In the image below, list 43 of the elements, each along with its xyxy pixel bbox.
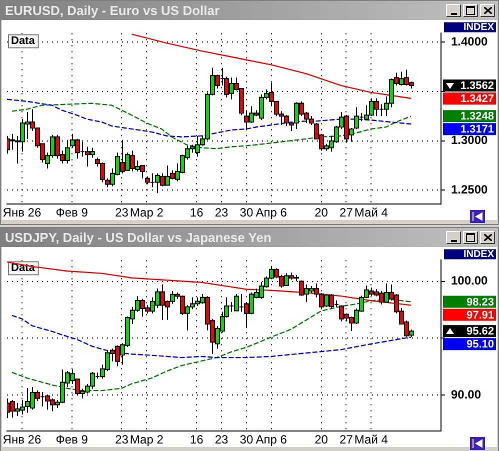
x-tick-label: Янв 26: [2, 206, 42, 220]
text: 1.3171: [460, 124, 494, 136]
text: 1.3248: [460, 110, 494, 123]
y-tick-label: 100.00: [451, 274, 488, 288]
text: 1.3427: [460, 93, 494, 106]
x-tick-label: Мар 2: [130, 206, 164, 220]
x-tick-label: 23: [214, 432, 228, 447]
x-tick-label: 16: [190, 432, 204, 447]
chart-title: USDJPY, Daily - US Dollar vs Japanese Yen: [5, 230, 272, 245]
line-series: [11, 314, 412, 358]
x-tick-label: Апр 6: [256, 206, 288, 220]
text: INDEX: [463, 22, 494, 33]
x-tick-label: Янв 26: [2, 432, 42, 447]
y-tick-label: 1.3000: [451, 133, 488, 148]
x-tick-label: Май 4: [354, 206, 388, 220]
text: 95.10: [466, 338, 494, 351]
x-tick-label: Май 4: [354, 432, 388, 447]
x-tick-label: Апр 6: [256, 432, 288, 447]
chart-title: EURUSD, Daily - Euro vs US Dollar: [5, 3, 221, 18]
x-tick-label: 23: [214, 206, 228, 220]
y-tick-label: 1.4000: [451, 34, 488, 48]
annotation: Data: [11, 35, 36, 48]
text: 98.23: [466, 296, 494, 308]
x-tick-label: Фев 9: [56, 206, 88, 220]
x-tick-label: 23: [115, 206, 129, 220]
x-tick-label: 30: [240, 206, 254, 220]
text: 97.91: [466, 309, 494, 322]
x-tick-label: 27: [340, 432, 354, 447]
line-series: [11, 102, 412, 150]
x-tick-label: 23: [115, 432, 129, 447]
text: INDEX: [463, 248, 494, 260]
text: 1.3562: [460, 80, 494, 92]
y-tick-label: 1.2500: [451, 182, 488, 196]
text: 95.62: [466, 326, 494, 338]
x-tick-label: Фев 9: [56, 432, 88, 447]
x-tick-label: 16: [190, 206, 204, 220]
line-series: [6, 98, 412, 138]
x-tick-label: Мар 2: [130, 432, 164, 447]
x-tick-label: 20: [314, 206, 328, 220]
x-tick-label: 30: [240, 432, 254, 447]
x-tick-label: 27: [340, 206, 354, 220]
x-tick-label: 20: [314, 432, 328, 447]
y-tick-label: 90.00: [451, 387, 482, 402]
